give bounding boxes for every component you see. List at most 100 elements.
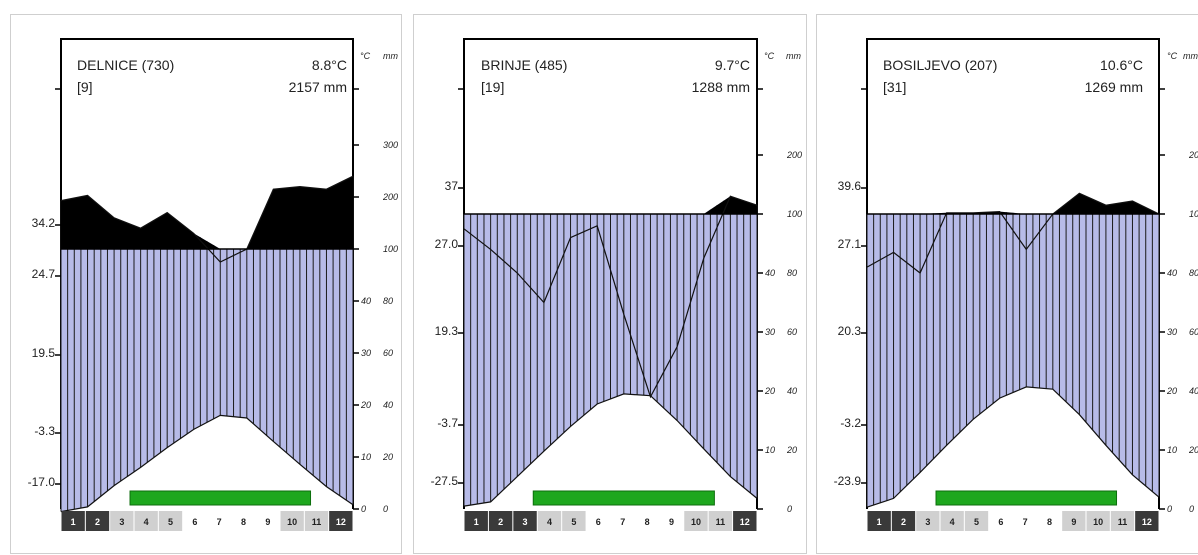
month-label: 10 bbox=[1093, 517, 1103, 527]
temperature-line bbox=[60, 414, 354, 513]
precip-tick-label: 40 bbox=[787, 386, 797, 396]
month-label: 5 bbox=[974, 517, 979, 527]
month-cell bbox=[940, 511, 964, 531]
month-cell bbox=[304, 511, 329, 531]
temp-tick-label: 10 bbox=[361, 452, 371, 462]
temp-tick-label: 30 bbox=[765, 327, 775, 337]
observation-years: [31] bbox=[883, 79, 907, 95]
month-label: 6 bbox=[596, 517, 601, 527]
precip-tick-label: 40 bbox=[1189, 386, 1198, 396]
month-label: 7 bbox=[620, 517, 625, 527]
precip-tick-label: 60 bbox=[787, 327, 797, 337]
month-label: 8 bbox=[1047, 517, 1052, 527]
month-cell bbox=[659, 511, 684, 531]
month-cell bbox=[916, 511, 940, 531]
month-cell bbox=[256, 511, 280, 531]
month-label: 9 bbox=[265, 517, 270, 527]
precip-tick-label: 200 bbox=[1188, 150, 1198, 160]
month-label: 12 bbox=[336, 517, 346, 527]
month-cell bbox=[964, 511, 989, 531]
left-tick-label: -27.5 bbox=[430, 474, 458, 488]
perhumid-area bbox=[464, 196, 757, 214]
growing-season-bar bbox=[532, 490, 715, 506]
mean-temperature: 8.8°C bbox=[311, 57, 347, 73]
temp-tick-label: 0 bbox=[361, 504, 366, 514]
month-label: 10 bbox=[691, 517, 701, 527]
station-name: BRINJE (485) bbox=[481, 57, 568, 73]
month-cell bbox=[1037, 511, 1062, 531]
month-label: 2 bbox=[498, 517, 503, 527]
month-cell bbox=[513, 511, 537, 531]
left-tick-label: -3.3 bbox=[34, 424, 55, 438]
perhumid-area bbox=[867, 193, 1159, 214]
temp-unit-label: °C bbox=[360, 51, 371, 61]
precip-tick-label: 200 bbox=[382, 192, 398, 202]
temp-tick-label: 0 bbox=[1167, 504, 1172, 514]
month-label: 9 bbox=[1071, 517, 1076, 527]
precip-tick-label: 20 bbox=[786, 445, 797, 455]
precip-tick-label: 0 bbox=[383, 504, 388, 514]
climate-panel-delnice: 300 200 100 80 60 40 20 0 40 30 20 10 0 1 2 3 4 5 6 7 8 9 10 11… bbox=[10, 14, 402, 554]
month-label: 6 bbox=[192, 517, 197, 527]
precip-tick-label: 0 bbox=[787, 504, 792, 514]
month-label: 7 bbox=[1023, 517, 1028, 527]
month-cell bbox=[586, 511, 610, 531]
temp-tick-label: 10 bbox=[765, 445, 775, 455]
station-name: DELNICE (730) bbox=[77, 57, 175, 73]
temp-tick-label: 10 bbox=[1167, 445, 1177, 455]
month-cell bbox=[891, 511, 916, 531]
month-cell bbox=[134, 511, 158, 531]
month-cell bbox=[61, 511, 85, 531]
month-cell bbox=[1110, 511, 1135, 531]
month-label: 3 bbox=[119, 517, 124, 527]
temp-tick-label: 20 bbox=[1166, 386, 1177, 396]
month-label: 11 bbox=[716, 517, 726, 527]
month-label: 3 bbox=[523, 517, 528, 527]
month-label: 4 bbox=[950, 517, 955, 527]
humid-hatching bbox=[866, 193, 1160, 508]
month-label: 12 bbox=[740, 517, 750, 527]
annual-precipitation: 2157 mm bbox=[288, 79, 347, 95]
precip-tick-label: 200 bbox=[786, 150, 802, 160]
month-label: 8 bbox=[645, 517, 650, 527]
temp-unit-label: °C bbox=[1167, 51, 1178, 61]
precip-tick-label: 0 bbox=[1189, 504, 1194, 514]
temp-tick-label: 40 bbox=[765, 268, 775, 278]
precipitation-line bbox=[866, 192, 1160, 274]
month-cell bbox=[537, 511, 562, 531]
temp-tick-label: 40 bbox=[361, 296, 371, 306]
month-label: 1 bbox=[474, 517, 479, 527]
precip-unit-label: mm bbox=[786, 51, 801, 61]
month-cell bbox=[1086, 511, 1110, 531]
precip-tick-label: 100 bbox=[1189, 209, 1198, 219]
temperature-line bbox=[866, 386, 1160, 508]
left-tick-label: 34.2 bbox=[31, 216, 55, 230]
month-label: 1 bbox=[877, 517, 882, 527]
temperature-line bbox=[463, 393, 758, 507]
month-cell bbox=[231, 511, 256, 531]
month-label: 1 bbox=[71, 517, 76, 527]
precip-tick-label: 80 bbox=[383, 296, 393, 306]
left-tick-label: 27.1 bbox=[837, 237, 861, 251]
left-tick-label: 27.0 bbox=[434, 237, 458, 251]
month-cell bbox=[464, 511, 488, 531]
precipitation-line bbox=[60, 175, 354, 263]
month-cell bbox=[733, 511, 757, 531]
climate-panel-bosiljevo: 200100806040200403020100123456789101112 … bbox=[816, 14, 1198, 554]
mean-temperature: 10.6°C bbox=[1100, 57, 1143, 73]
station-name: BOSILJEVO (207) bbox=[883, 57, 998, 73]
annual-precipitation: 1288 mm bbox=[691, 79, 750, 95]
month-label: 2 bbox=[95, 517, 100, 527]
left-tick-label: 39.6 bbox=[837, 179, 861, 193]
month-label: 4 bbox=[547, 517, 552, 527]
temp-tick-label: 30 bbox=[1167, 327, 1177, 337]
month-cell bbox=[1062, 511, 1086, 531]
month-cell bbox=[280, 511, 304, 531]
month-label: 2 bbox=[901, 517, 906, 527]
precip-tick-label: 40 bbox=[383, 400, 393, 410]
left-tick-label: 19.5 bbox=[31, 346, 55, 360]
precip-tick-label: 80 bbox=[1189, 268, 1198, 278]
